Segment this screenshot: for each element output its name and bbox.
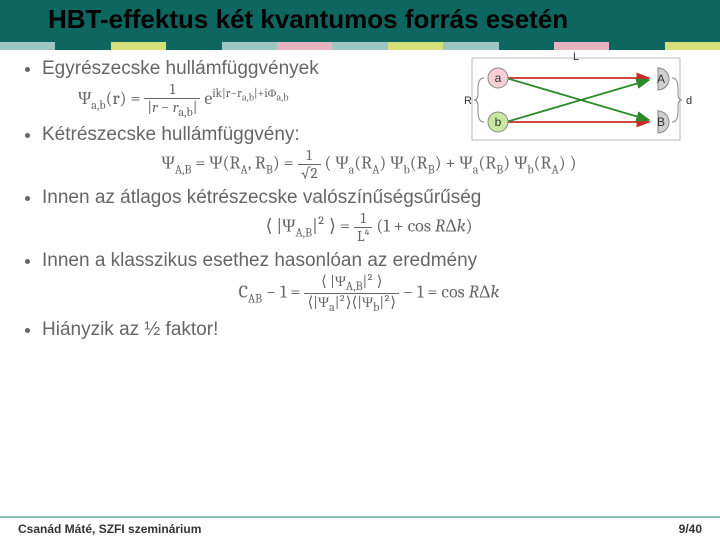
diagram-L-label: L <box>573 52 579 63</box>
eq-correlation: CAB − 1 = ⟨ |ΨA,B|² ⟩ ⟨|Ψa|²⟩⟨|Ψb|²⟩ − 1… <box>42 274 696 313</box>
strip-segment <box>55 42 110 50</box>
strip-segment <box>388 42 443 50</box>
strip-segment <box>222 42 277 50</box>
footer-page-indicator: 9/40 <box>679 522 702 536</box>
node-a-label: a <box>495 71 502 85</box>
strip-segment <box>665 42 720 50</box>
footer: Csanád Máté, SZFI szeminárium 9/40 <box>0 516 720 540</box>
bullet-4-text: Innen a klasszikus esethez hasonlóan az … <box>42 250 477 271</box>
strip-segment <box>277 42 332 50</box>
color-strip <box>0 42 720 50</box>
strip-segment <box>443 42 498 50</box>
slide-title: HBT-effektus két kvantumos forrás esetén <box>48 4 568 35</box>
strip-segment <box>499 42 554 50</box>
strip-segment <box>332 42 387 50</box>
node-b-label: b <box>495 115 502 129</box>
strip-segment <box>554 42 609 50</box>
footer-left: Csanád Máté, SZFI szeminárium <box>18 522 201 536</box>
node-B-label: B <box>657 115 665 129</box>
eq-prob-density: ⟨ |ΨA,B|² ⟩ = 1L⁴ (1 + cos RΔk) <box>42 211 696 244</box>
bullet-5: Hiányzik az ½ faktor! <box>42 319 696 341</box>
bullet-3-text: Innen az átlagos kétrészecske valószínűs… <box>42 187 481 208</box>
bullet-1-text: Egyrészecske hullámfüggvények <box>42 58 319 79</box>
bullet-4: Innen a klasszikus esethez hasonlóan az … <box>42 250 696 313</box>
eq-two-particle: ΨA,B = Ψ(RA, RB) = 1√2 ( Ψa(RA) Ψb(RB) +… <box>42 148 696 181</box>
strip-segment <box>111 42 166 50</box>
strip-segment <box>0 42 55 50</box>
hbt-diagram: L a b A B R d <box>454 52 696 144</box>
bullet-3: Innen az átlagos kétrészecske valószínűs… <box>42 187 696 244</box>
node-A-label: A <box>657 72 665 86</box>
bullet-2-text: Kétrészecske hullámfüggvény: <box>42 124 300 145</box>
content-area: L a b A B R d <box>0 50 720 341</box>
strip-segment <box>609 42 664 50</box>
diagram-R-label: R <box>464 95 472 107</box>
strip-segment <box>166 42 221 50</box>
diagram-d-label: d <box>686 95 692 107</box>
